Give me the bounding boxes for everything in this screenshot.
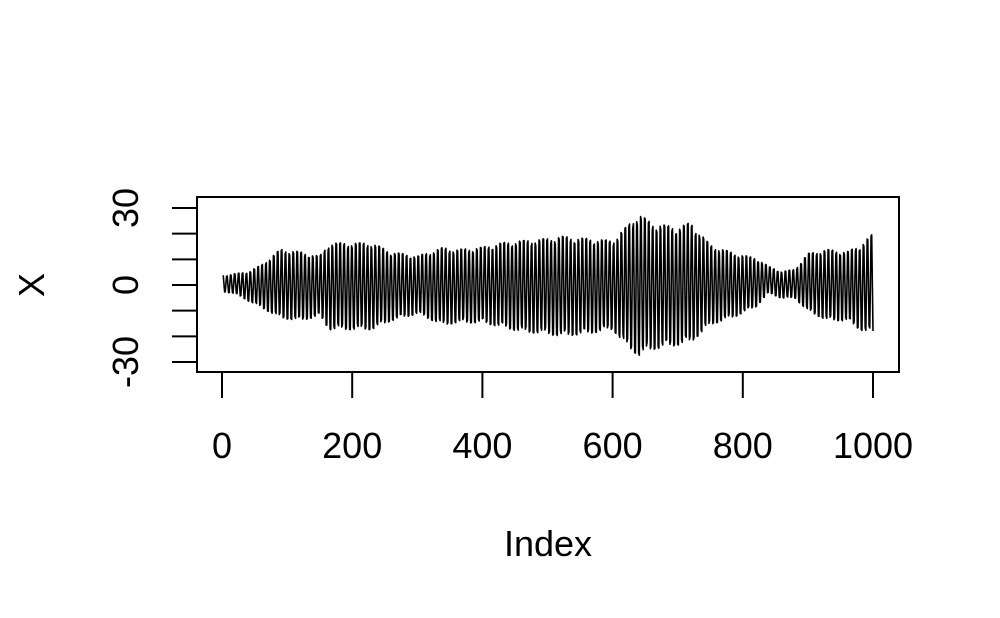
x-tick-label: 600 [583, 425, 643, 466]
x-tick-label: 800 [713, 425, 773, 466]
y-tick-label: -30 [105, 336, 146, 388]
y-tick-label: 0 [105, 275, 146, 295]
x-tick-label: 1000 [833, 425, 913, 466]
x-axis-title: Index [504, 523, 592, 564]
x-tick-label: 0 [212, 425, 232, 466]
x-axis: 0 200 400 600 800 1000 [212, 371, 913, 466]
series-line [222, 215, 874, 357]
x-tick-label: 200 [322, 425, 382, 466]
y-tick-label: 30 [105, 188, 146, 228]
plot-area [222, 215, 874, 357]
y-axis: -30 0 30 [105, 188, 198, 388]
y-axis-title: X [11, 273, 52, 297]
x-tick-label: 400 [452, 425, 512, 466]
